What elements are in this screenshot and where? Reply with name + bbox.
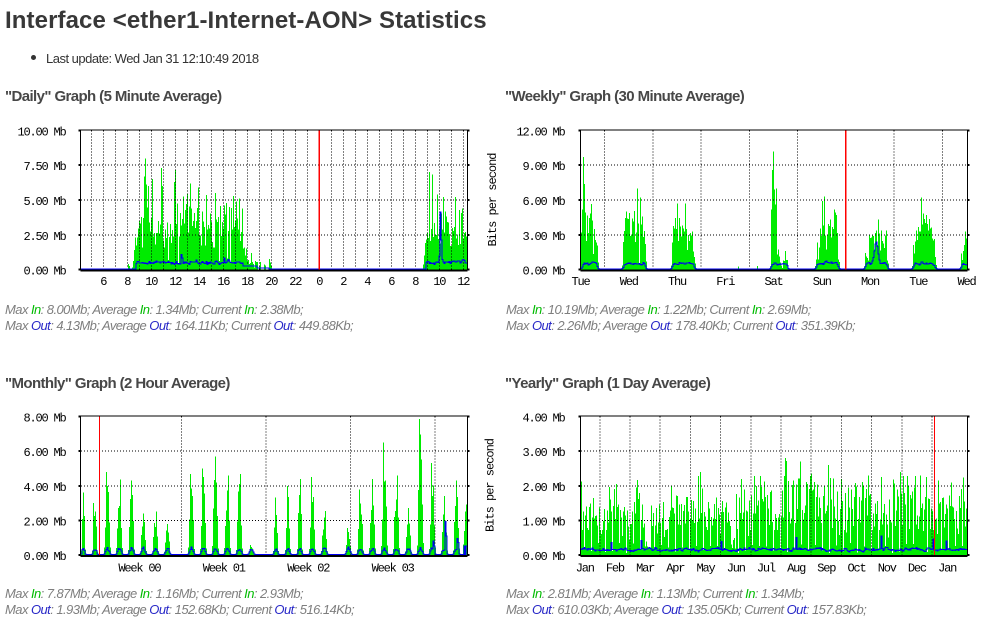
svg-text:1.00 Mb: 1.00 Mb bbox=[522, 515, 565, 529]
svg-text:Jun: Jun bbox=[727, 562, 746, 576]
svg-text:5.00 Mb: 5.00 Mb bbox=[23, 195, 66, 209]
svg-text:2.00 Mb: 2.00 Mb bbox=[522, 481, 565, 495]
svg-text:Sep: Sep bbox=[817, 562, 836, 576]
svg-text:2.00 Mb: 2.00 Mb bbox=[23, 515, 66, 529]
svg-text:0.00 Mb: 0.00 Mb bbox=[23, 550, 66, 564]
svg-text:12.00 Mb: 12.00 Mb bbox=[516, 126, 565, 140]
svg-text:Wed: Wed bbox=[620, 275, 639, 289]
svg-text:Bits per second: Bits per second bbox=[484, 438, 498, 532]
svg-text:6: 6 bbox=[100, 275, 107, 289]
svg-text:Sat: Sat bbox=[764, 275, 782, 289]
svg-text:4: 4 bbox=[364, 275, 371, 289]
svg-text:May: May bbox=[696, 562, 715, 576]
svg-text:14: 14 bbox=[193, 275, 206, 289]
svg-text:0.00 Mb: 0.00 Mb bbox=[522, 265, 565, 279]
svg-text:10: 10 bbox=[433, 275, 446, 289]
svg-text:9.00 Mb: 9.00 Mb bbox=[522, 160, 565, 174]
svg-text:6.00 Mb: 6.00 Mb bbox=[23, 446, 66, 460]
svg-text:Fri: Fri bbox=[716, 275, 735, 289]
svg-text:Tue: Tue bbox=[571, 275, 590, 289]
svg-text:16: 16 bbox=[217, 275, 230, 289]
svg-text:4.00 Mb: 4.00 Mb bbox=[23, 481, 66, 495]
svg-text:Oct: Oct bbox=[847, 562, 865, 576]
svg-text:Aug: Aug bbox=[787, 562, 806, 576]
svg-text:Feb: Feb bbox=[606, 562, 625, 576]
svg-text:12: 12 bbox=[457, 275, 470, 289]
svg-text:10: 10 bbox=[145, 275, 158, 289]
svg-text:Mon: Mon bbox=[861, 275, 880, 289]
svg-text:Jul: Jul bbox=[757, 562, 776, 576]
svg-text:8: 8 bbox=[124, 275, 131, 289]
svg-text:6.00 Mb: 6.00 Mb bbox=[522, 195, 565, 209]
svg-text:Week 01: Week 01 bbox=[203, 562, 246, 576]
svg-text:Jan: Jan bbox=[576, 562, 595, 576]
svg-text:Week 02: Week 02 bbox=[287, 562, 330, 576]
svg-text:Tue: Tue bbox=[909, 275, 928, 289]
svg-text:2: 2 bbox=[340, 275, 347, 289]
svg-text:Apr: Apr bbox=[666, 562, 685, 576]
svg-text:Thu: Thu bbox=[668, 275, 687, 289]
svg-text:Nov: Nov bbox=[878, 562, 897, 576]
svg-text:8: 8 bbox=[412, 275, 419, 289]
svg-text:0.00 Mb: 0.00 Mb bbox=[23, 265, 66, 279]
svg-text:Dec: Dec bbox=[908, 562, 927, 576]
svg-text:2.50 Mb: 2.50 Mb bbox=[23, 230, 66, 244]
svg-text:8.00 Mb: 8.00 Mb bbox=[23, 412, 66, 426]
svg-text:Week 03: Week 03 bbox=[372, 562, 415, 576]
svg-text:3.00 Mb: 3.00 Mb bbox=[522, 446, 565, 460]
svg-text:12: 12 bbox=[169, 275, 182, 289]
svg-text:Bits per second: Bits per second bbox=[486, 153, 500, 247]
svg-text:Wed: Wed bbox=[957, 275, 976, 289]
svg-text:10.00 Mb: 10.00 Mb bbox=[17, 126, 66, 140]
svg-text:Jan: Jan bbox=[938, 562, 957, 576]
svg-text:18: 18 bbox=[241, 275, 254, 289]
svg-text:3.00 Mb: 3.00 Mb bbox=[522, 230, 565, 244]
svg-text:Sun: Sun bbox=[813, 275, 832, 289]
svg-text:4.00 Mb: 4.00 Mb bbox=[522, 412, 565, 426]
svg-text:7.50 Mb: 7.50 Mb bbox=[23, 160, 66, 174]
svg-text:22: 22 bbox=[289, 275, 302, 289]
svg-text:Week 00: Week 00 bbox=[118, 562, 161, 576]
svg-text:6: 6 bbox=[388, 275, 395, 289]
svg-text:20: 20 bbox=[265, 275, 278, 289]
svg-text:0: 0 bbox=[316, 275, 323, 289]
svg-text:0.00 Mb: 0.00 Mb bbox=[522, 550, 565, 564]
svg-text:Mar: Mar bbox=[636, 562, 655, 576]
